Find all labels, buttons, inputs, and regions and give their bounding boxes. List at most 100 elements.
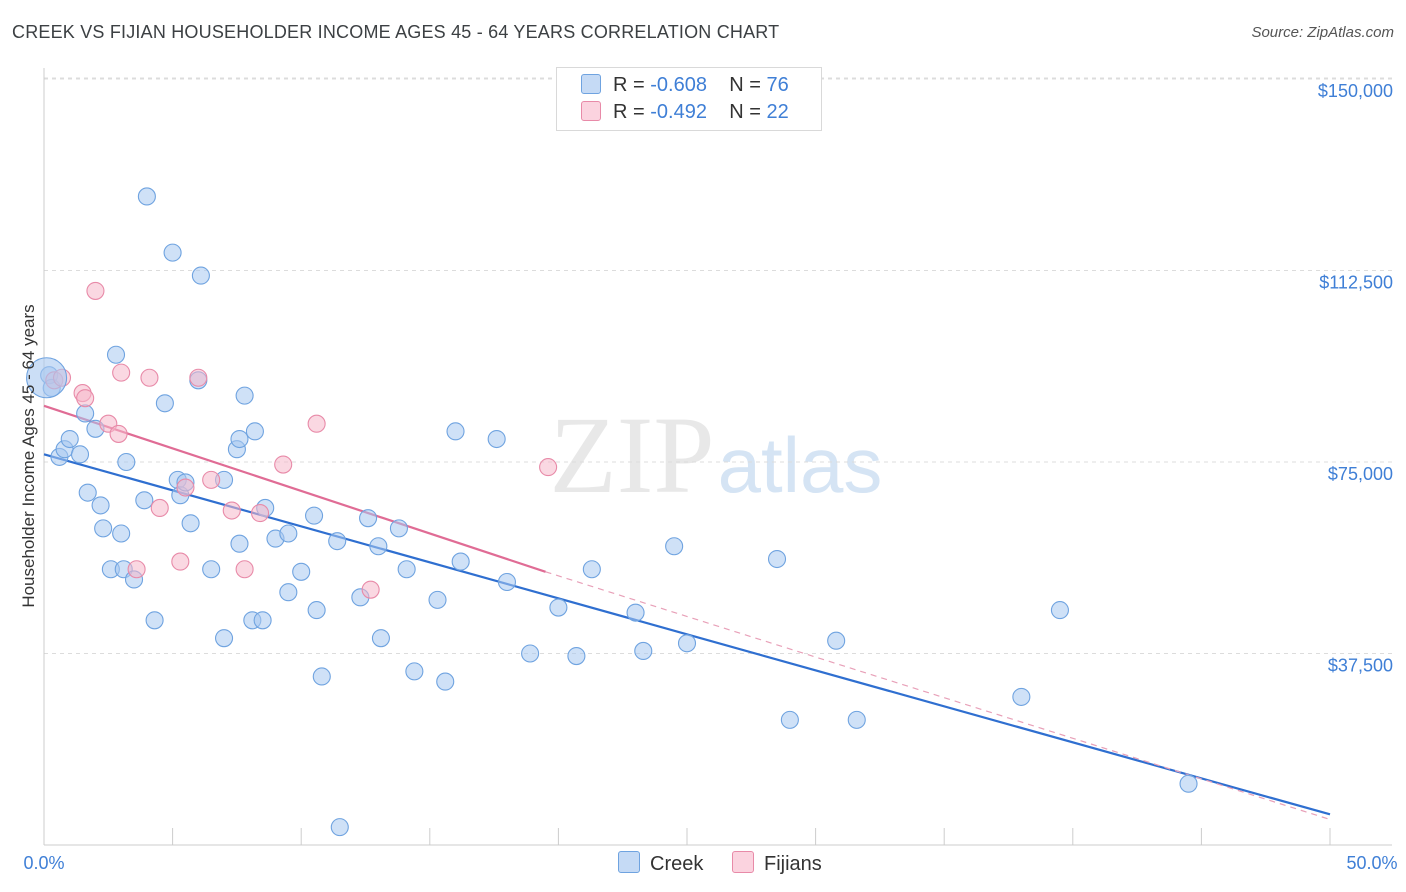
creek-point-65 (665, 537, 684, 556)
data-points (26, 187, 1198, 837)
x-tick-label-start: 0.0% (23, 853, 64, 873)
fijians-point-16 (235, 560, 254, 579)
watermark-atlas: atlas (718, 421, 883, 509)
creek-point-30 (230, 429, 249, 449)
fijians-point-3 (76, 389, 95, 408)
creek-point-60 (549, 598, 568, 617)
creek-point-57 (487, 429, 506, 449)
creek-point-62 (582, 560, 601, 579)
fijians-point-7 (112, 363, 131, 382)
creek-n-value: 76 (766, 74, 789, 96)
axes (43, 68, 1392, 846)
creek-point-10 (94, 519, 113, 538)
creek-point-26 (202, 560, 221, 579)
creek-point-45 (330, 818, 349, 837)
creek-point-15 (117, 452, 136, 472)
fijians-point-12 (176, 478, 195, 497)
creek-point-5 (70, 445, 90, 464)
fijians-point-9 (140, 368, 159, 387)
creek-point-58 (497, 572, 517, 592)
watermark: ZIP atlas (550, 394, 883, 516)
creek-point-54 (436, 672, 455, 691)
fijians-point-6 (109, 424, 128, 443)
creek-point-50 (389, 519, 408, 538)
y-tick-label-2: $112,500 (1319, 273, 1393, 293)
creek-point-55 (446, 422, 465, 441)
bottom-fijians-label: Fijians (764, 853, 822, 875)
creek-point-6 (76, 404, 95, 423)
creek-point-25 (191, 266, 210, 285)
creek-point-20 (163, 243, 182, 262)
legend-row-creek: R = -0.608 N = 76 (581, 74, 789, 100)
creek-point-31 (230, 534, 249, 553)
fijians-point-21 (539, 458, 558, 477)
creek-point-63 (626, 603, 645, 622)
chart-title: CREEK VS FIJIAN HOUSEHOLDER INCOME AGES … (12, 22, 780, 42)
creek-point-66 (677, 634, 697, 653)
fijians-r-value: -0.492 (650, 101, 707, 123)
y-axis-label: Householder Income Ages 45 - 64 years (19, 304, 38, 607)
creek-point-large (26, 357, 68, 399)
y-tick-label-1: $75,000 (1328, 464, 1393, 484)
creek-point-35 (253, 611, 272, 630)
creek-point-12 (112, 524, 131, 543)
creek-point-64 (634, 641, 653, 660)
creek-point-72 (1050, 601, 1069, 620)
creek-point-74 (137, 187, 156, 206)
bottom-legend-fijians: Fijians (732, 851, 822, 876)
fijians-point-4 (86, 281, 105, 300)
fijians-swatch (581, 101, 601, 121)
creek-point-59 (521, 644, 540, 663)
creek-point-73 (1179, 774, 1198, 793)
y-tick-label-0: $37,500 (1328, 656, 1393, 676)
legend-row-fijians: R = -0.492 N = 22 (581, 101, 789, 127)
fijians-point-19 (307, 414, 326, 433)
fijians-n-value: 22 (766, 101, 789, 123)
creek-point-28 (214, 629, 234, 648)
creek-point-38 (279, 524, 298, 543)
fijians-point-14 (202, 470, 221, 489)
creek-point-39 (279, 583, 298, 602)
fijians-r-label: R = (613, 101, 651, 123)
creek-point-23 (181, 514, 200, 533)
fijians-n-label: N = (729, 101, 767, 123)
creek-point-48 (369, 537, 388, 556)
creek-r-label: R = (613, 74, 651, 96)
creek-point-4 (60, 429, 79, 449)
fijians-point-15 (222, 501, 241, 520)
stats-legend: R = -0.608 N = 76 R = -0.492 N = 22 (556, 67, 822, 131)
creek-point-49 (371, 629, 390, 648)
creek-point-7 (78, 483, 97, 502)
creek-point-11 (106, 345, 126, 364)
creek-point-70 (847, 710, 866, 729)
creek-point-56 (451, 552, 470, 571)
creek-point-67 (767, 549, 787, 569)
fijians-point-13 (189, 368, 208, 387)
fijians-point-8 (127, 560, 146, 579)
creek-n-label: N = (729, 74, 767, 96)
creek-point-17 (135, 491, 154, 510)
creek-point-71 (1012, 687, 1031, 706)
creek-point-53 (428, 590, 447, 609)
fijians-point-10 (150, 498, 169, 518)
creek-point-42 (307, 601, 326, 620)
trend-line-ext-fijians (545, 571, 1331, 821)
fijians-point-18 (274, 455, 293, 474)
creek-point-32 (235, 386, 254, 405)
creek-swatch (581, 74, 601, 94)
creek-point-43 (312, 667, 331, 686)
y-tick-label-3: $150,000 (1318, 81, 1393, 101)
source-label: Source: ZipAtlas.com (1251, 24, 1394, 41)
creek-point-9 (91, 496, 110, 515)
creek-point-68 (780, 710, 799, 729)
creek-point-44 (328, 532, 347, 551)
creek-point-51 (397, 560, 416, 579)
creek-point-52 (405, 662, 424, 681)
creek-point-41 (305, 506, 324, 525)
creek-point-61 (567, 647, 586, 666)
creek-point-40 (292, 562, 311, 581)
fijians-point-17 (250, 504, 270, 523)
axis-labels: $37,500 $75,000 $112,500 $150,000 0.0% 50.0% H… (19, 81, 1398, 873)
creek-point-19 (155, 394, 174, 413)
